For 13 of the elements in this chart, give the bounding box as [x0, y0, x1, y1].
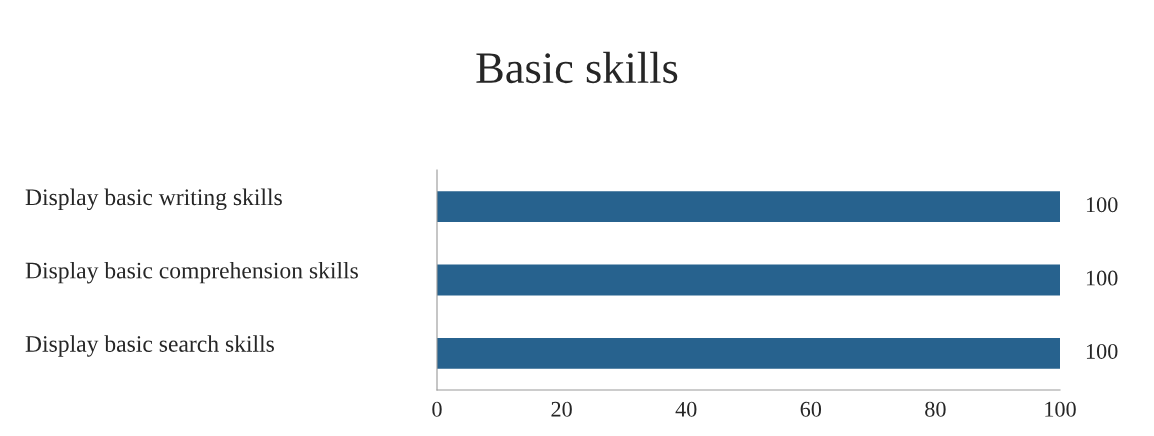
y-tick-label: Display basic writing skills [25, 188, 282, 211]
x-tick-label: 100 [1045, 401, 1076, 417]
data-label: 100 [1086, 270, 1118, 286]
x-tick-label: 80 [925, 401, 946, 417]
data-label: 100 [1086, 197, 1118, 213]
y-tick-label: Display basic comprehension skills [25, 261, 358, 284]
y-tick-label: Display basic search skills [25, 335, 274, 357]
x-tick-label: 60 [800, 401, 822, 417]
x-tick-label: 0 [432, 401, 442, 417]
x-tick-label: 20 [551, 401, 572, 417]
data-label: 100 [1086, 343, 1118, 359]
chart-title: Basic skills [476, 51, 678, 84]
x-tick-label: 40 [675, 401, 697, 417]
